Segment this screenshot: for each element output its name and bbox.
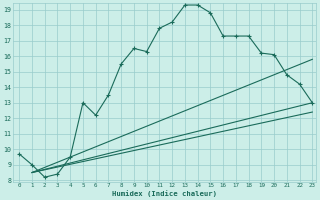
X-axis label: Humidex (Indice chaleur): Humidex (Indice chaleur) xyxy=(112,190,217,197)
